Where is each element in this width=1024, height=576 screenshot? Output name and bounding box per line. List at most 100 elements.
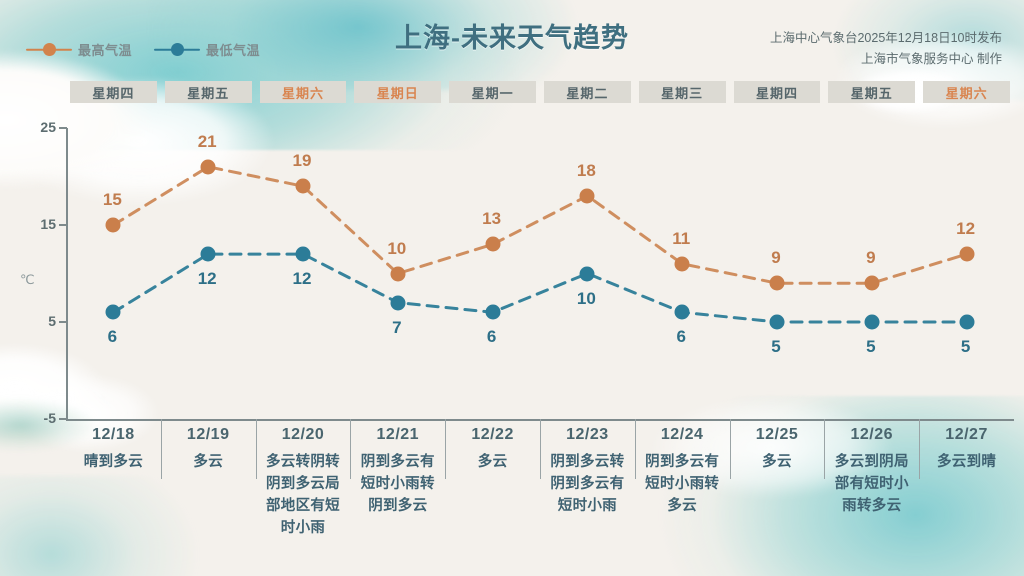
weekday-cell-6: 星期三 xyxy=(638,81,726,103)
day-date: 12/24 xyxy=(660,426,704,443)
value-label-high-8: 9 xyxy=(866,248,876,268)
data-point-high-7 xyxy=(769,275,785,291)
day-date: 12/23 xyxy=(566,426,609,443)
y-axis-line xyxy=(66,128,68,420)
attribution: 上海中心气象台2025年12月18日10时发布 上海市气象服务中心 制作 xyxy=(770,28,1002,70)
data-point-low-3 xyxy=(390,295,406,311)
series-line-high xyxy=(111,165,969,285)
y-tick-label-5: 5 xyxy=(48,313,56,329)
value-label-high-1: 21 xyxy=(197,131,217,151)
column-separator-7 xyxy=(729,419,731,479)
weekday-cell-0: 星期四 xyxy=(70,81,157,103)
data-point-high-8 xyxy=(864,275,880,291)
day-description: 多云到阴局部有短时小雨转多云 xyxy=(834,454,909,514)
value-label-low-7: 5 xyxy=(771,337,781,356)
value-label-high-4: 13 xyxy=(482,209,502,229)
legend-marker-dot xyxy=(170,43,184,56)
day-cell-0: 12/18 晴到多云 xyxy=(66,426,161,539)
day-date: 12/22 xyxy=(471,426,514,443)
day-date: 12/25 xyxy=(755,426,799,443)
y-tick--5 xyxy=(59,418,67,420)
weekday-header-row: 星期四 星期五 星期六 星期日 星期一 星期二 星期三 星期四 星期五 星期六 xyxy=(66,81,1014,103)
column-separator-9 xyxy=(919,419,921,479)
daily-forecast-row: 12/18 晴到多云 12/19 多云 12/20 多云转阴转阴到多云局部地区有短时小雨 1… xyxy=(66,426,1014,539)
legend-label: 最高气温 xyxy=(78,43,133,58)
day-cell-4: 12/22 多云 xyxy=(445,426,540,539)
day-description: 多云到晴 xyxy=(936,454,997,470)
data-point-low-7 xyxy=(769,314,785,330)
weekday-cell-3: 星期日 xyxy=(354,81,442,103)
value-label-high-0: 15 xyxy=(102,190,122,209)
data-point-low-2 xyxy=(295,246,311,262)
value-label-high-6: 11 xyxy=(672,228,691,248)
line-marker-icon xyxy=(154,43,200,57)
attribution-issuer: 上海中心气象台2025年12月18日10时发布 xyxy=(769,31,1002,45)
day-description: 多云转阴转阴到多云局部地区有短时小雨 xyxy=(265,454,340,536)
data-point-low-8 xyxy=(864,314,880,330)
value-label-low-3: 7 xyxy=(392,317,402,337)
data-point-low-4 xyxy=(485,304,501,320)
data-point-high-4 xyxy=(485,236,501,252)
day-cell-3: 12/21 阴到多云有短时小雨转阴到多云 xyxy=(350,426,445,539)
page-title: 上海-未来天气趋势 xyxy=(395,23,629,53)
day-date: 12/18 xyxy=(92,426,135,443)
day-description: 阴到多云有短时小雨转多云 xyxy=(645,454,720,514)
chart-legend: 最高气温 最低气温 xyxy=(26,40,260,59)
y-tick-25 xyxy=(59,127,67,129)
day-cell-8: 12/26 多云到阴局部有短时小雨转多云 xyxy=(824,426,919,539)
day-description: 晴到多云 xyxy=(83,454,143,470)
day-date: 12/27 xyxy=(945,426,988,443)
column-separator-6 xyxy=(634,419,636,479)
day-date: 12/26 xyxy=(850,426,894,443)
day-date: 12/20 xyxy=(281,426,325,443)
column-separator-5 xyxy=(540,419,541,479)
y-tick-15 xyxy=(59,224,67,226)
data-point-high-1 xyxy=(200,159,216,175)
value-label-low-1: 12 xyxy=(197,269,217,289)
y-axis-unit-label: ℃ xyxy=(20,272,35,287)
value-label-low-4: 6 xyxy=(486,327,497,347)
legend-item-high: 最高气温 xyxy=(26,40,132,59)
data-point-low-5 xyxy=(579,266,595,281)
column-separator-8 xyxy=(824,419,826,479)
day-date: 12/19 xyxy=(186,426,230,443)
value-label-low-6: 6 xyxy=(676,327,686,347)
legend-label: 最低气温 xyxy=(206,43,261,58)
day-cell-7: 12/25 多云 xyxy=(730,426,825,539)
column-separator-4 xyxy=(445,419,447,479)
day-description: 多云 xyxy=(477,454,508,470)
value-label-low-0: 6 xyxy=(107,327,118,347)
data-point-high-6 xyxy=(674,256,690,272)
data-point-high-2 xyxy=(295,178,311,194)
weekday-cell-1: 星期五 xyxy=(164,81,252,103)
y-tick-label-15: 15 xyxy=(40,216,56,232)
weekday-cell-2: 星期六 xyxy=(259,81,347,103)
day-cell-5: 12/23 阴到多云转阴到多云有短时小雨 xyxy=(540,426,635,539)
series-line-low xyxy=(111,252,969,324)
day-description: 阴到多云有短时小雨转阴到多云 xyxy=(360,454,435,514)
weekday-cell-7: 星期四 xyxy=(733,81,821,103)
data-point-low-9 xyxy=(959,314,975,330)
data-point-high-5 xyxy=(579,188,595,204)
value-label-high-2: 19 xyxy=(292,151,312,171)
value-label-low-8: 5 xyxy=(866,337,876,356)
weekday-cell-9: 星期六 xyxy=(923,81,1010,103)
data-point-high-0 xyxy=(105,217,121,233)
data-point-low-0 xyxy=(105,304,121,320)
column-separator-3 xyxy=(350,419,352,479)
data-point-high-9 xyxy=(959,246,975,262)
value-label-low-9: 5 xyxy=(960,337,971,356)
value-label-low-5: 10 xyxy=(576,288,596,308)
legend-marker-dot xyxy=(42,43,56,56)
value-label-low-2: 12 xyxy=(292,269,312,289)
value-label-high-9: 12 xyxy=(956,219,976,239)
weekday-cell-4: 星期一 xyxy=(449,81,536,103)
data-point-high-3 xyxy=(390,266,406,281)
attribution-producer: 上海市气象服务中心 制作 xyxy=(861,52,1002,66)
value-label-high-3: 10 xyxy=(387,238,407,258)
y-tick-label--5: -5 xyxy=(43,410,56,426)
day-cell-1: 12/19 多云 xyxy=(161,426,256,539)
day-description: 多云 xyxy=(762,454,792,470)
